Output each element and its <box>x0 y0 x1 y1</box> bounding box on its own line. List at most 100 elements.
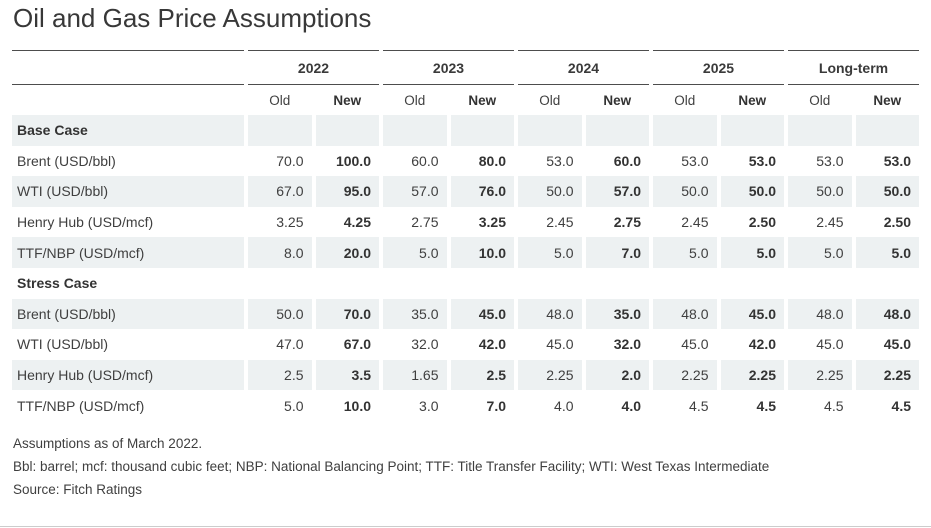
row-label: TTF/NBP (USD/mcf) <box>17 397 145 414</box>
value-cell: 45.0 <box>816 336 844 353</box>
footnote-as-of: Assumptions as of March 2022. <box>13 436 203 451</box>
value-cell: 76.0 <box>450 176 514 207</box>
column-group-header: 2023 <box>383 50 514 85</box>
empty-cell <box>653 268 717 299</box>
value-cell: 5.0 <box>788 237 852 268</box>
value-cell: 45.0 <box>681 336 709 353</box>
value-cell: 5.0 <box>855 237 919 268</box>
value-cell: 53.0 <box>748 152 776 169</box>
value-cell: 53.0 <box>546 152 574 169</box>
empty-cell <box>721 268 785 299</box>
section-header: Base Case <box>12 115 244 146</box>
value-cell: 3.25 <box>478 214 506 231</box>
value-cell: 50.0 <box>720 176 784 207</box>
value-cell: 4.0 <box>554 397 574 414</box>
empty-cell <box>450 115 514 146</box>
value-cell: 50.0 <box>788 176 852 207</box>
subcolumn-header-old: Old <box>539 92 561 108</box>
value-cell: 45.0 <box>720 298 784 330</box>
subcolumn-header-old: Old <box>269 92 291 108</box>
value-cell: 70.0 <box>315 298 379 330</box>
empty-cell <box>316 268 380 299</box>
value-cell: 2.45 <box>816 214 844 231</box>
empty-cell <box>855 115 919 146</box>
empty-cell <box>383 268 447 299</box>
value-cell: 4.0 <box>621 397 641 414</box>
value-cell: 45.0 <box>883 336 911 353</box>
empty-cell <box>518 115 582 146</box>
empty-cell <box>586 268 650 299</box>
value-cell: 4.5 <box>756 397 776 414</box>
value-cell: 32.0 <box>613 336 641 353</box>
subcolumn-header-old: Old <box>404 92 426 108</box>
value-cell: 53.0 <box>883 152 911 169</box>
empty-cell <box>315 115 379 146</box>
value-cell: 100.0 <box>335 152 371 169</box>
column-group-header: 2022 <box>248 50 379 85</box>
value-cell: 2.75 <box>613 214 641 231</box>
subcolumn-header-new: New <box>468 92 497 108</box>
row-label: Brent (USD/bbl) <box>12 298 244 330</box>
empty-cell <box>248 115 312 146</box>
value-cell: 5.0 <box>284 397 304 414</box>
page-title: Oil and Gas Price Assumptions <box>13 3 372 33</box>
value-cell: 50.0 <box>248 298 312 330</box>
value-cell: 20.0 <box>315 237 379 268</box>
value-cell: 4.5 <box>689 397 709 414</box>
subcolumn-header-old: Old <box>674 92 696 108</box>
value-cell: 53.0 <box>816 152 844 169</box>
empty-cell <box>856 268 920 299</box>
value-cell: 32.0 <box>411 336 439 353</box>
row-label: Brent (USD/bbl) <box>17 152 116 169</box>
price-assumptions-table: 2022 2023 2024 2025 Long-term Old New Old New Old… <box>12 50 919 421</box>
value-cell: 67.0 <box>248 176 312 207</box>
value-cell: 7.0 <box>486 397 506 414</box>
empty-cell <box>518 268 582 299</box>
value-cell: 42.0 <box>748 336 776 353</box>
value-cell: 4.5 <box>824 397 844 414</box>
empty-cell <box>720 115 784 146</box>
subcolumn-header-new: New <box>333 92 362 108</box>
value-cell: 3.5 <box>315 359 379 391</box>
value-cell: 67.0 <box>343 336 371 353</box>
empty-cell <box>248 268 312 299</box>
value-cell: 48.0 <box>518 298 582 330</box>
subheader-spacer <box>12 85 244 115</box>
value-cell: 2.45 <box>546 214 574 231</box>
source-label: Source: Fitch Ratings <box>13 482 143 497</box>
section-header: Stress Case <box>17 275 98 292</box>
value-cell: 2.25 <box>855 359 919 391</box>
footnote-abbreviations: Bbl: barrel; mcf: thousand cubic feet; N… <box>13 459 770 474</box>
value-cell: 50.0 <box>653 176 717 207</box>
value-cell: 4.25 <box>343 214 371 231</box>
bottom-divider <box>0 526 931 527</box>
value-cell: 2.25 <box>653 359 717 391</box>
value-cell: 53.0 <box>681 152 709 169</box>
value-cell: 3.25 <box>276 214 304 231</box>
value-cell: 5.0 <box>653 237 717 268</box>
subcolumn-header-old: Old <box>809 92 831 108</box>
value-cell: 4.5 <box>891 397 911 414</box>
footnotes: Assumptions as of March 2022. Bbl: barre… <box>13 432 769 501</box>
value-cell: 1.65 <box>383 359 447 391</box>
value-cell: 45.0 <box>546 336 574 353</box>
value-cell: 5.0 <box>518 237 582 268</box>
value-cell: 2.5 <box>450 359 514 391</box>
value-cell: 2.50 <box>883 214 911 231</box>
value-cell: 35.0 <box>383 298 447 330</box>
value-cell: 2.5 <box>248 359 312 391</box>
subcolumn-header-new: New <box>873 92 902 108</box>
subcolumn-header-new: New <box>603 92 632 108</box>
value-cell: 60.0 <box>613 152 641 169</box>
value-cell: 2.25 <box>518 359 582 391</box>
value-cell: 48.0 <box>653 298 717 330</box>
column-group-header: 2025 <box>653 50 784 85</box>
value-cell: 60.0 <box>411 152 439 169</box>
value-cell: 50.0 <box>855 176 919 207</box>
row-label: WTI (USD/bbl) <box>12 176 244 207</box>
row-label: WTI (USD/bbl) <box>17 336 108 353</box>
value-cell: 3.0 <box>419 397 439 414</box>
column-group-header: Long-term <box>788 50 919 85</box>
value-cell: 2.0 <box>585 359 649 391</box>
